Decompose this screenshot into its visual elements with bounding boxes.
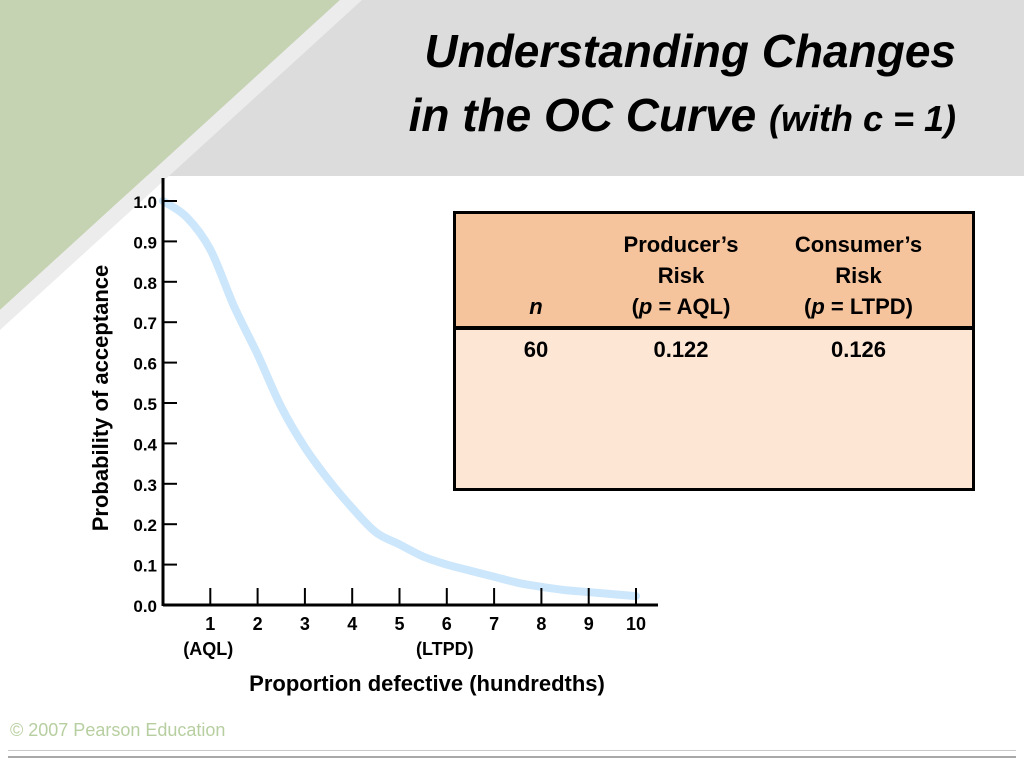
x-tick-label: 4 bbox=[347, 614, 357, 634]
y-tick-label: 0.6 bbox=[133, 355, 157, 374]
x-tick-label: 8 bbox=[536, 614, 546, 634]
x-axis-annotations: (AQL) (LTPD) bbox=[183, 639, 473, 659]
header-consumers-risk: Consumer’s Risk (p = LTPD) bbox=[776, 229, 941, 322]
x-tick-label: 10 bbox=[626, 614, 646, 634]
cell-producers-risk: 0.122 bbox=[653, 337, 709, 362]
header-consumers-line3: (p = LTPD) bbox=[804, 294, 913, 319]
footer-rule bbox=[8, 750, 1016, 751]
y-tick-label: 0.8 bbox=[133, 274, 157, 293]
slide-title-line-2: in the OC Curve (with c = 1) bbox=[409, 88, 956, 142]
x-tick-label: 2 bbox=[253, 614, 263, 634]
title-main-text: in the OC Curve bbox=[408, 89, 769, 141]
x-tick-label: 9 bbox=[584, 614, 594, 634]
x-annotation: (AQL) bbox=[183, 639, 233, 659]
y-tick-label: 0.9 bbox=[133, 233, 157, 252]
risk-table: n Producer’s Risk (p = AQL) Consumer’s R… bbox=[453, 211, 975, 491]
title-suffix-text: (with c = 1) bbox=[768, 98, 956, 139]
header-band bbox=[140, 0, 1024, 176]
x-tick-label: 6 bbox=[442, 614, 452, 634]
x-tick-label: 3 bbox=[300, 614, 310, 634]
oc-curve-line bbox=[159, 197, 640, 601]
y-axis-label: Probability of acceptance bbox=[88, 265, 113, 532]
header-n: n bbox=[529, 294, 543, 319]
x-tick-label: 1 bbox=[205, 614, 215, 634]
header-consumers-line1: Consumer’s bbox=[794, 232, 923, 257]
y-tick-label: 1.0 bbox=[133, 193, 157, 212]
header-producers-line2: Risk bbox=[657, 263, 705, 288]
y-tick-label: 0.2 bbox=[133, 516, 157, 535]
x-annotation: (LTPD) bbox=[416, 639, 474, 659]
y-tick-label: 0.4 bbox=[133, 435, 157, 454]
x-tick-label: 5 bbox=[394, 614, 404, 634]
risk-table-header bbox=[456, 214, 972, 330]
y-tick-label: 0.7 bbox=[133, 314, 157, 333]
triangle-edge-shadow bbox=[0, 0, 362, 330]
y-axis-ticks: 0.0 0.1 0.2 0.3 0.4 0.5 0.6 0.7 0.8 0.9 1.0 bbox=[133, 193, 177, 616]
x-axis-label: Proportion defective (hundredths) bbox=[249, 671, 605, 696]
footer-rule-thick bbox=[8, 756, 1016, 758]
header-producers-line3: (p = AQL) bbox=[631, 294, 731, 319]
cell-consumers-risk: 0.126 bbox=[830, 337, 887, 362]
slide-title-line-1: Understanding Changes bbox=[424, 25, 956, 77]
y-tick-label: 0.1 bbox=[133, 557, 157, 576]
header-producers-line1: Producer’s bbox=[623, 232, 739, 257]
y-tick-label: 0.0 bbox=[133, 597, 157, 616]
x-tick-label: 7 bbox=[489, 614, 499, 634]
header-consumers-line2: Risk bbox=[835, 263, 882, 288]
header-producers-risk: Producer’s Risk (p = AQL) bbox=[601, 229, 761, 322]
x-axis-ticks: 1 2 3 4 5 6 7 8 9 10 bbox=[205, 588, 646, 634]
copyright-text: © 2007 Pearson Education bbox=[10, 720, 226, 740]
y-tick-label: 0.5 bbox=[133, 395, 157, 414]
cell-n: 60 bbox=[523, 337, 549, 362]
y-tick-label: 0.3 bbox=[133, 476, 157, 495]
